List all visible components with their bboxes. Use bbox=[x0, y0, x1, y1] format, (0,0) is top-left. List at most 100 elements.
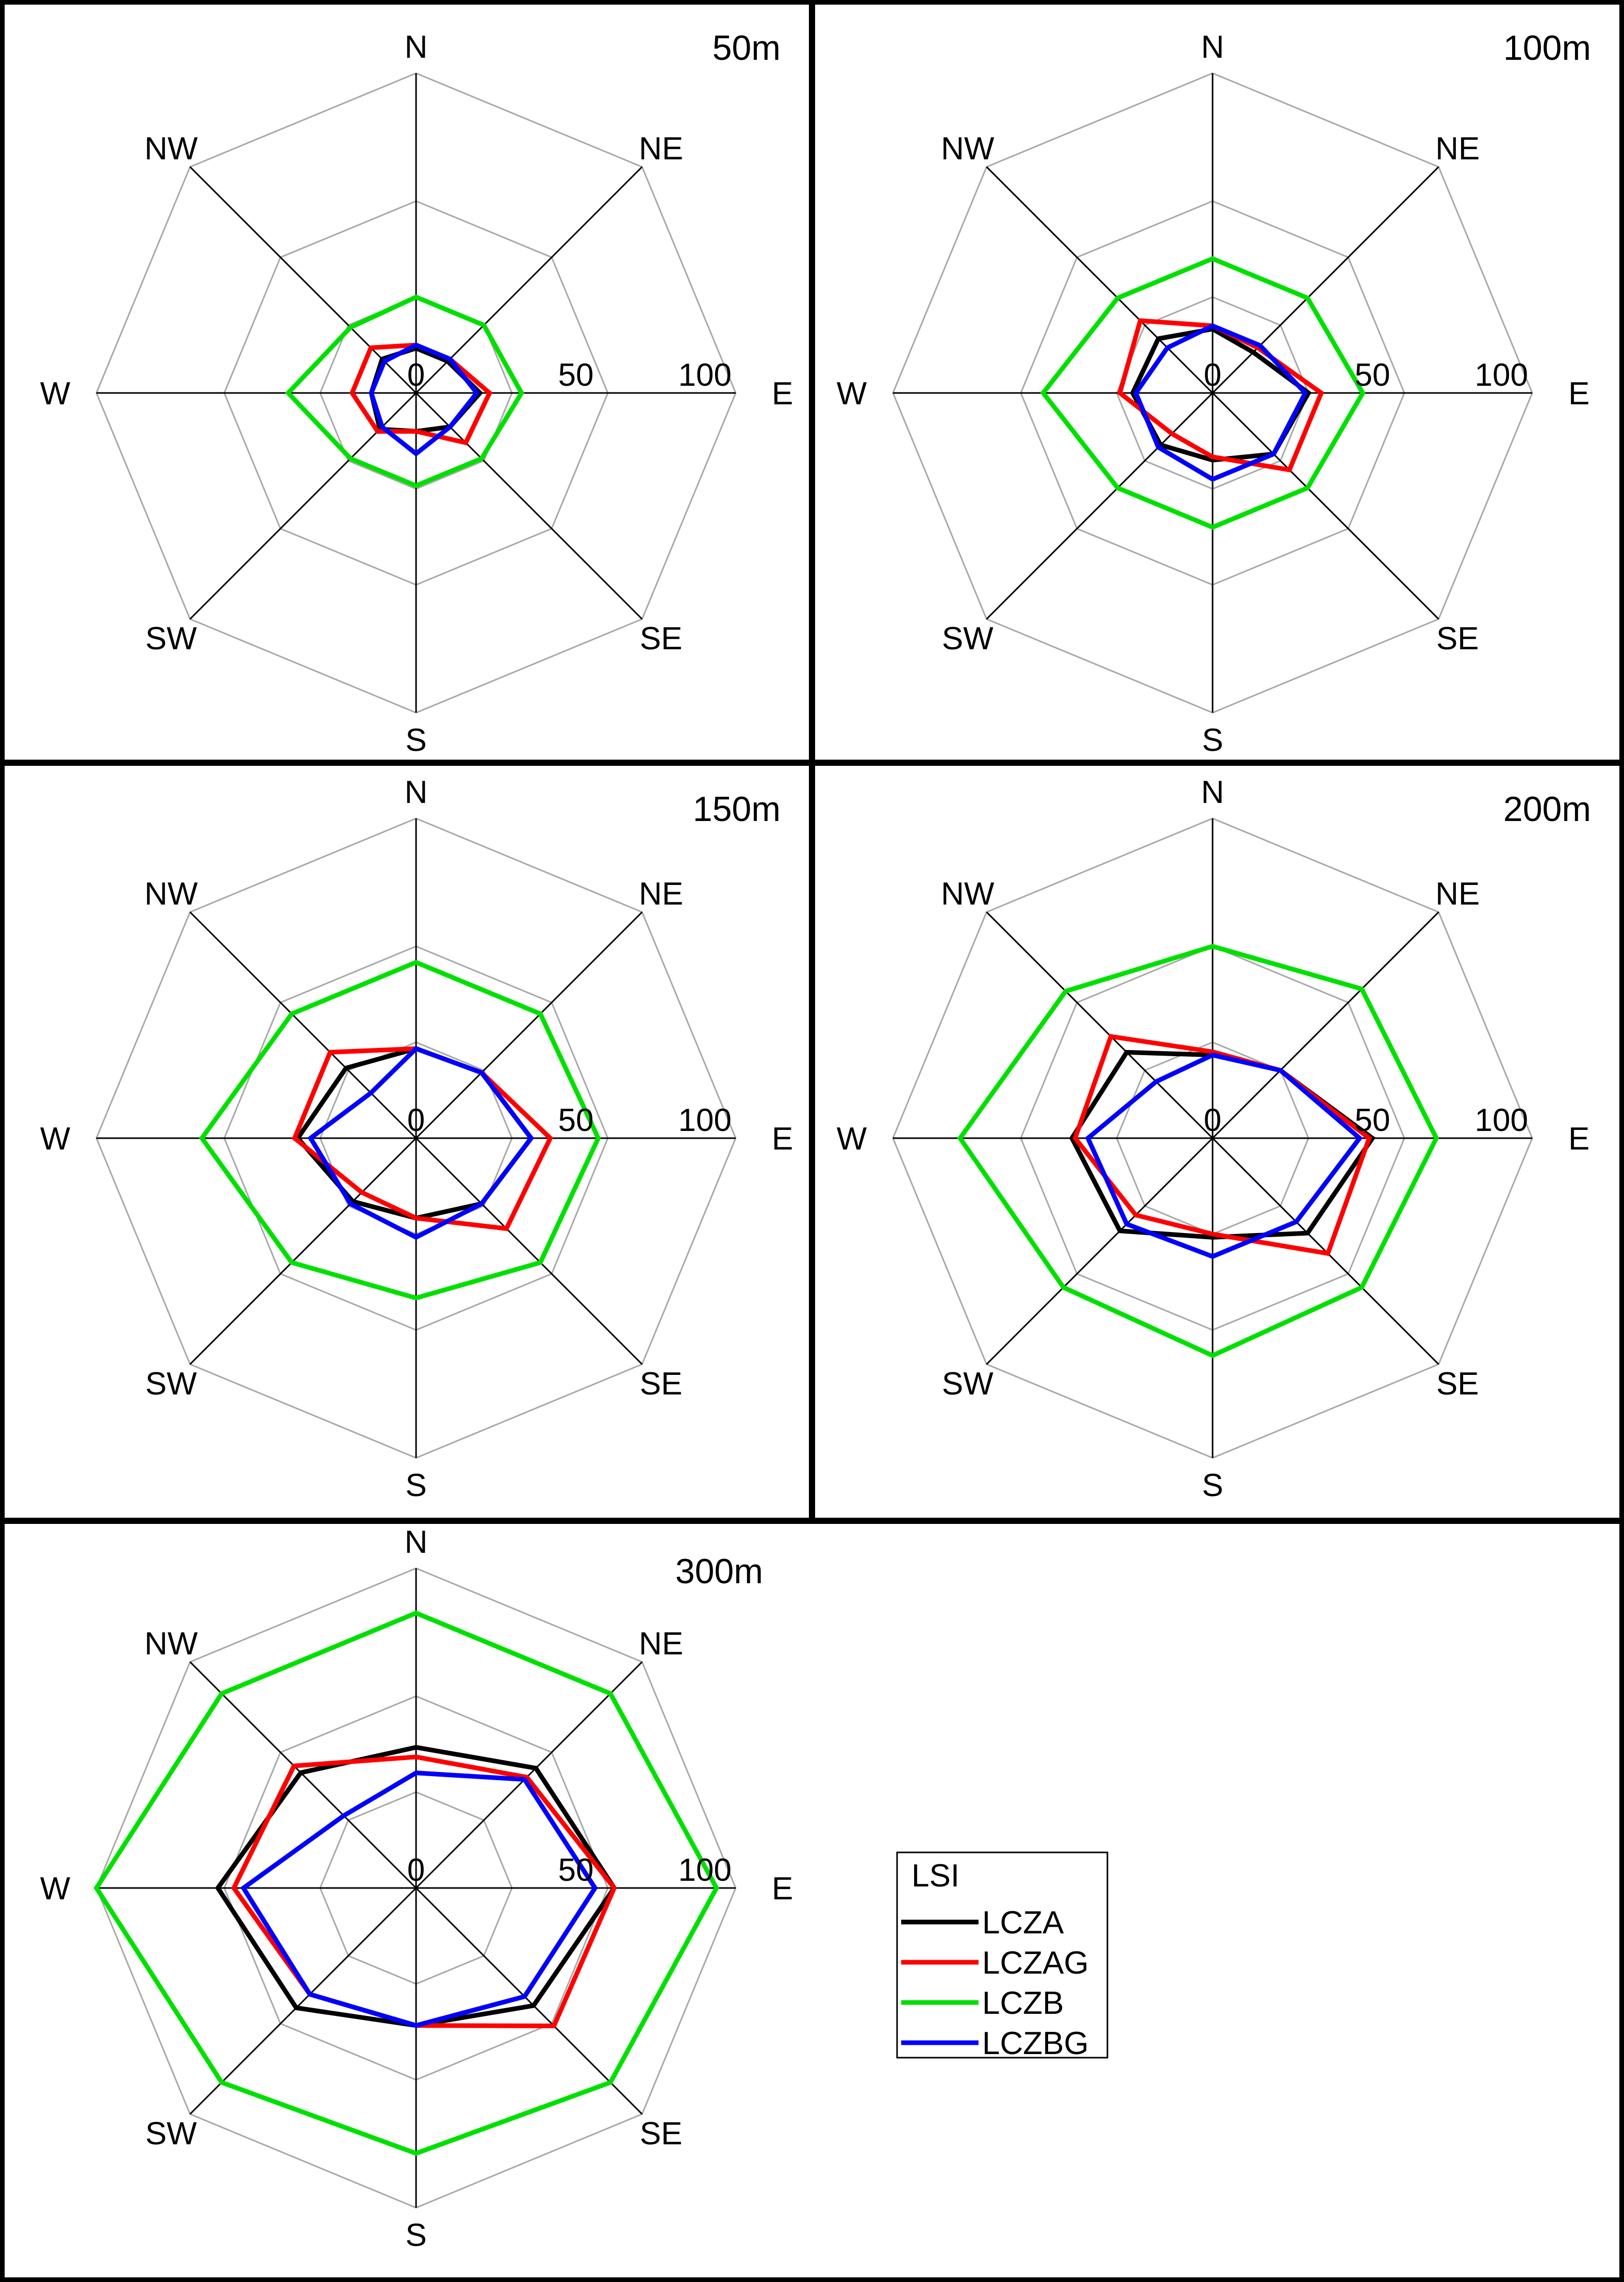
series-line-LCZBG bbox=[1085, 1053, 1363, 1259]
direction-label-NE: NE bbox=[639, 131, 683, 167]
spoke-NE bbox=[415, 166, 643, 394]
panel-border bbox=[2, 2, 812, 763]
radar-panel-100m: N NE E SE S SW W NW 0 50 100 100m bbox=[812, 2, 1622, 763]
direction-label-NE: NE bbox=[639, 1626, 683, 1662]
series-line-LCZAG bbox=[1117, 318, 1324, 473]
direction-label-NW: NW bbox=[144, 876, 198, 912]
direction-label-S: S bbox=[1202, 723, 1223, 758]
direction-label-SW: SW bbox=[145, 1366, 197, 1402]
radial-tick-label: 100 bbox=[1475, 1103, 1528, 1138]
radial-tick-label: 50 bbox=[558, 1103, 594, 1138]
direction-label-E: E bbox=[772, 1121, 793, 1157]
direction-label-N: N bbox=[405, 1524, 428, 1560]
spoke-SE bbox=[415, 1137, 643, 1365]
spoke-SE bbox=[415, 1887, 643, 2115]
radial-tick-label: 100 bbox=[1475, 357, 1528, 393]
direction-label-NE: NE bbox=[1435, 876, 1480, 912]
legend-box bbox=[896, 1851, 1108, 2059]
direction-label-W: W bbox=[837, 376, 867, 412]
legend-label-LCZA: LCZA bbox=[982, 1905, 1064, 1941]
direction-label-N: N bbox=[405, 775, 428, 810]
series-line-LCZB bbox=[1040, 256, 1366, 530]
series-line-LCZB bbox=[285, 294, 524, 488]
direction-label-SW: SW bbox=[942, 621, 993, 656]
direction-label-S: S bbox=[405, 723, 426, 758]
direction-label-S: S bbox=[405, 2218, 426, 2253]
legend-label-LCZBG: LCZBG bbox=[982, 2026, 1089, 2061]
series-line-LCZAG bbox=[291, 1046, 553, 1232]
direction-label-SE: SE bbox=[640, 621, 683, 656]
spoke-NW bbox=[189, 911, 417, 1139]
series-line-LCZB bbox=[957, 944, 1439, 1358]
direction-label-N: N bbox=[405, 29, 428, 65]
direction-label-E: E bbox=[772, 376, 793, 412]
direction-label-W: W bbox=[837, 1121, 867, 1157]
radial-tick-label: 50 bbox=[558, 1852, 594, 1888]
direction-label-SW: SW bbox=[145, 621, 197, 656]
direction-label-NW: NW bbox=[144, 131, 198, 167]
series-line-LCZAG bbox=[349, 342, 493, 446]
panel-title: 100m bbox=[1503, 28, 1591, 68]
direction-label-E: E bbox=[772, 1871, 793, 1907]
radial-tick-label: 50 bbox=[1355, 1103, 1390, 1138]
direction-label-SE: SE bbox=[640, 1366, 683, 1402]
series-line-LCZBG bbox=[1133, 323, 1308, 482]
spoke-NW bbox=[986, 911, 1214, 1139]
direction-label-SW: SW bbox=[145, 2116, 197, 2152]
legend-label-LCZAG: LCZAG bbox=[982, 1945, 1089, 1981]
radial-tick-label: 100 bbox=[678, 1852, 732, 1888]
spoke-SW bbox=[986, 1137, 1214, 1365]
series-line-LCZBG bbox=[240, 1770, 598, 2028]
radial-tick-label: 50 bbox=[558, 357, 594, 393]
direction-label-NW: NW bbox=[941, 876, 995, 912]
panel-border bbox=[2, 763, 812, 1521]
spoke-NW bbox=[189, 166, 417, 394]
direction-label-S: S bbox=[405, 1468, 426, 1503]
radial-tick-label: 0 bbox=[407, 1103, 425, 1138]
radar-panel-200m: N NE E SE S SW W NW 0 50 100 200m bbox=[812, 763, 1622, 1521]
spoke-NE bbox=[415, 1661, 643, 1889]
spoke-SW bbox=[189, 1887, 417, 2115]
direction-label-W: W bbox=[40, 1121, 71, 1157]
radar-panel-300m: N NE E SE S SW W NW 0 50 100 300m bbox=[2, 1521, 1622, 2280]
radar-panel-50m: N NE E SE S SW W NW 0 50 100 50m bbox=[2, 2, 812, 763]
series-line-LCZB bbox=[199, 960, 601, 1301]
spoke-SE bbox=[1212, 392, 1439, 620]
spoke-NW bbox=[189, 1661, 417, 1889]
direction-label-SW: SW bbox=[942, 1366, 993, 1402]
radial-tick-label: 100 bbox=[678, 357, 732, 393]
spoke-SW bbox=[986, 392, 1214, 620]
direction-label-E: E bbox=[1568, 1121, 1589, 1157]
panel-title: 150m bbox=[693, 790, 781, 829]
direction-label-SE: SE bbox=[640, 2116, 683, 2152]
series-line-LCZBG bbox=[307, 1046, 534, 1240]
series-line-LCZA bbox=[1069, 1049, 1376, 1240]
direction-label-S: S bbox=[1202, 1468, 1223, 1503]
panel-title: 200m bbox=[1503, 790, 1591, 829]
direction-label-E: E bbox=[1568, 376, 1589, 412]
direction-label-NE: NE bbox=[1435, 131, 1480, 167]
legend: LSI LCZA LCZAG LCZB LCZBG bbox=[896, 1851, 1108, 2061]
legend-label-LCZB: LCZB bbox=[982, 1985, 1064, 2021]
spoke-SE bbox=[415, 392, 643, 620]
spoke-NE bbox=[1212, 911, 1439, 1139]
series-line-LCZBG bbox=[369, 342, 480, 457]
direction-label-SE: SE bbox=[1436, 621, 1479, 656]
direction-label-W: W bbox=[40, 1871, 71, 1907]
spoke-SW bbox=[189, 1137, 417, 1365]
panel-border bbox=[812, 2, 1622, 763]
panel-border bbox=[2, 1521, 1622, 2280]
direction-label-NW: NW bbox=[144, 1626, 198, 1662]
series-line-LCZA bbox=[1130, 326, 1312, 463]
radial-tick-label: 50 bbox=[1355, 357, 1390, 393]
radial-tick-label: 0 bbox=[1204, 357, 1221, 393]
radial-tick-label: 0 bbox=[407, 357, 425, 393]
series-line-LCZB bbox=[93, 1610, 719, 2156]
direction-label-NW: NW bbox=[941, 131, 995, 167]
spoke-NE bbox=[1212, 166, 1439, 394]
panel-title: 300m bbox=[675, 1552, 763, 1591]
panel-title: 50m bbox=[712, 28, 781, 68]
radar-panel-150m: N NE E SE S SW W NW 0 50 100 150m bbox=[2, 763, 812, 1521]
direction-label-NE: NE bbox=[639, 876, 683, 912]
